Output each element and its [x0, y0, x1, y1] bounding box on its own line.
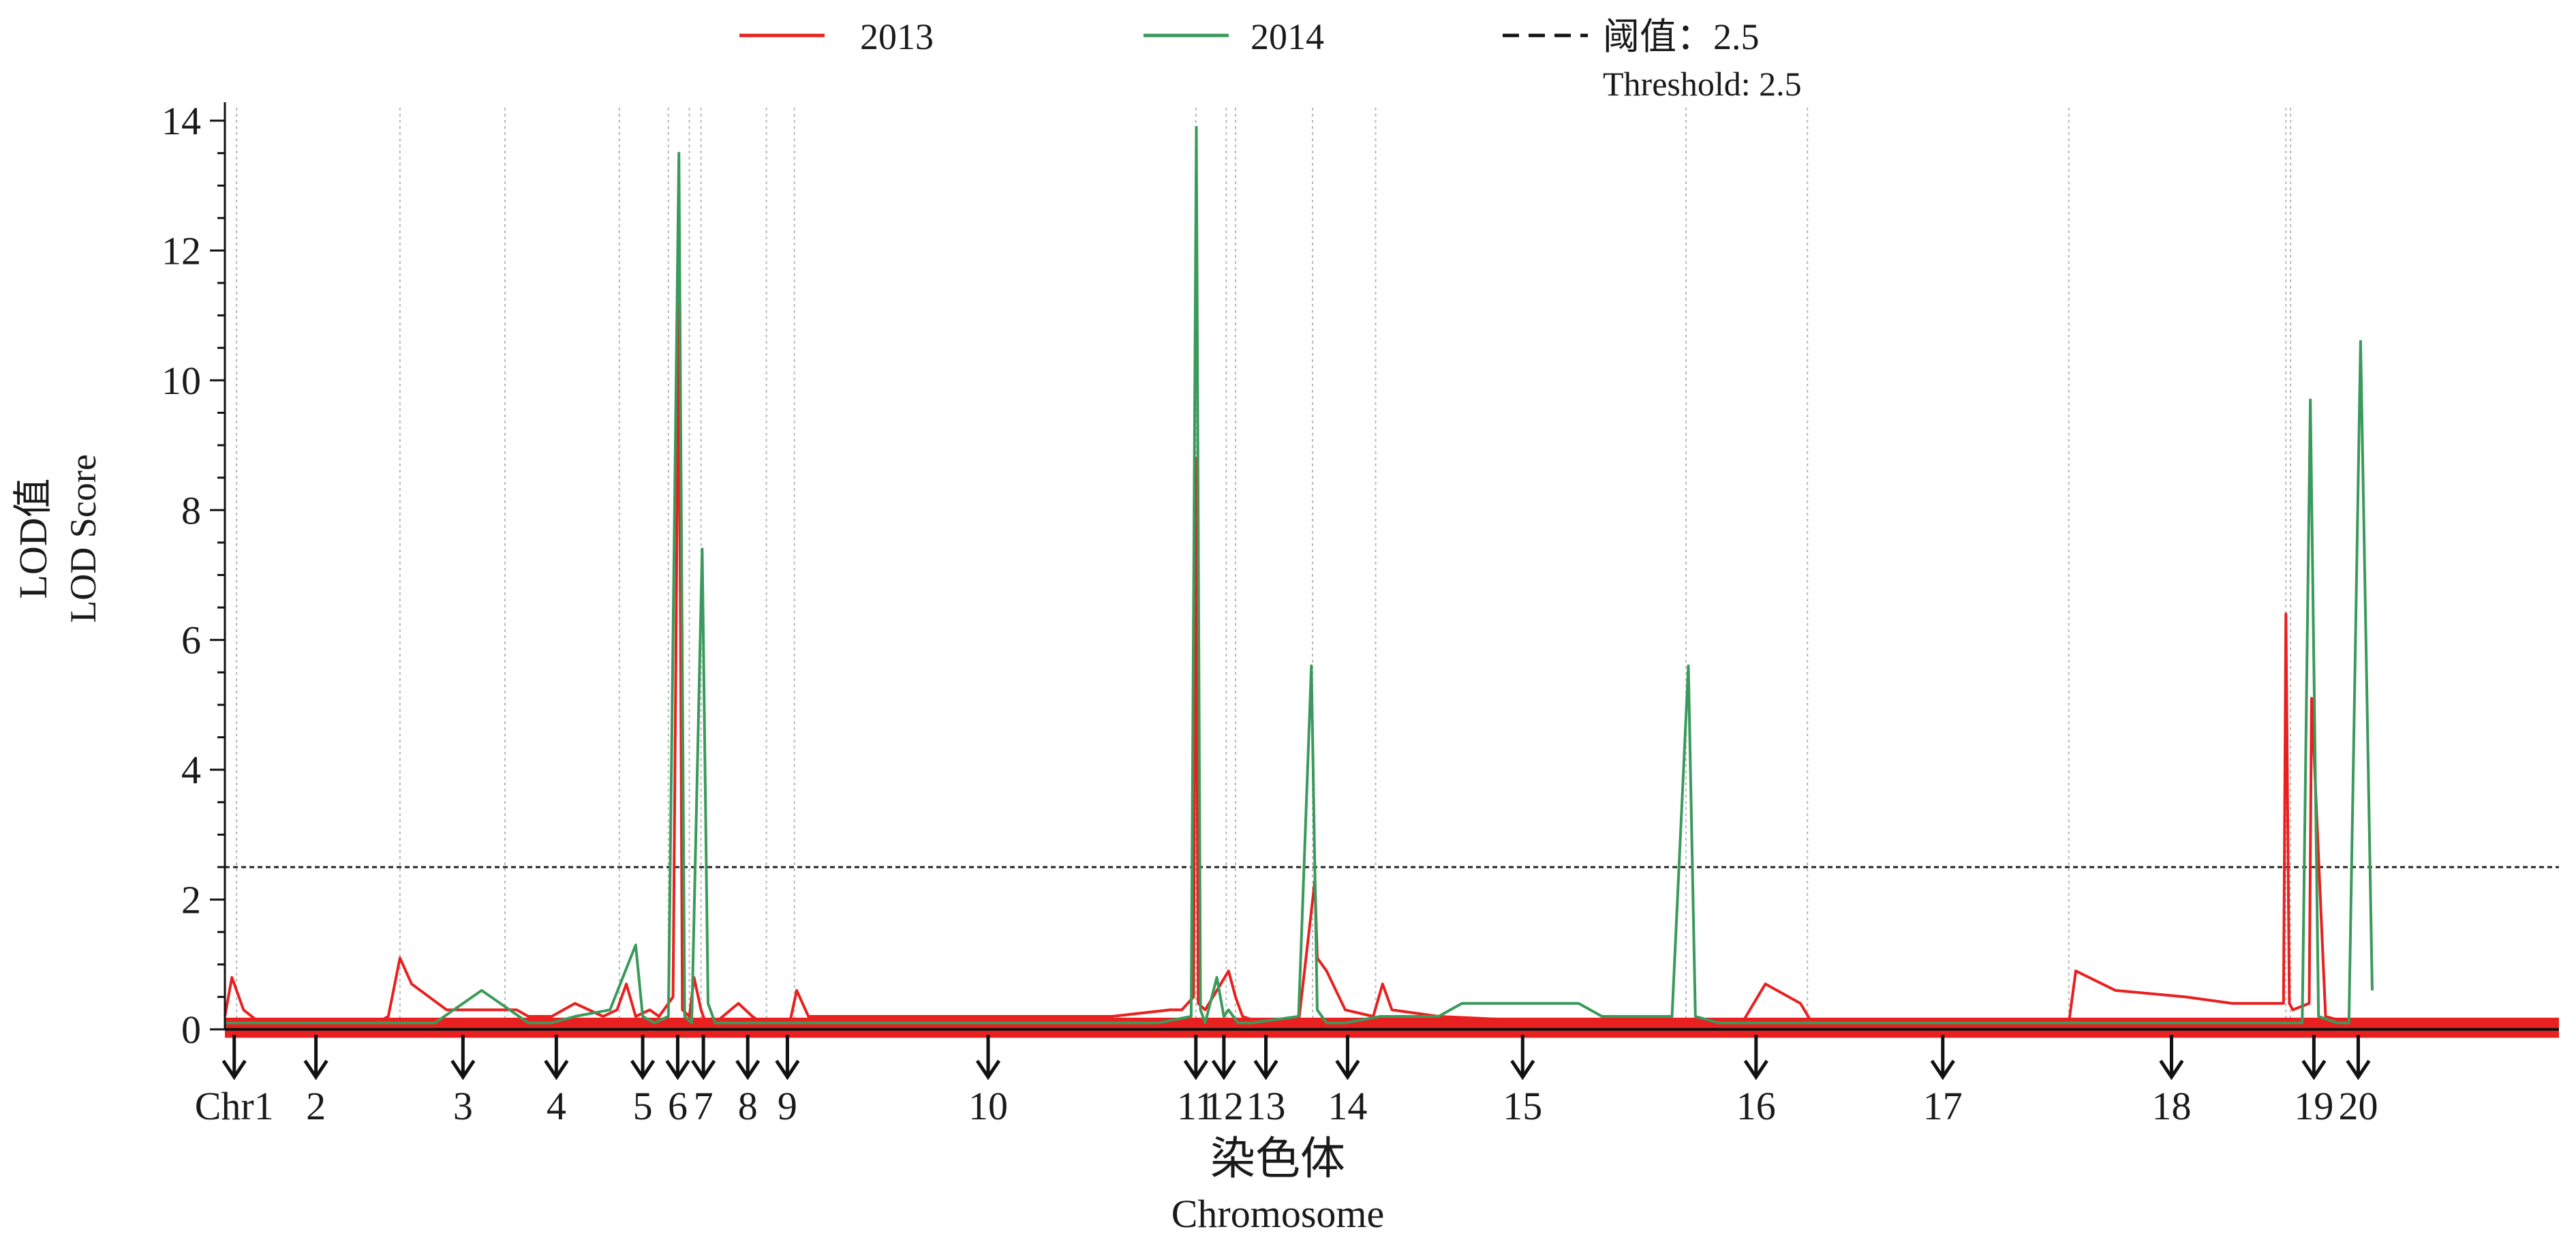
- chromosome-label-10: 10: [968, 1084, 1008, 1128]
- chromosome-label-15: 15: [1503, 1084, 1542, 1128]
- y-tick-label: 14: [162, 99, 201, 143]
- chromosome-label-3: 3: [453, 1084, 473, 1128]
- legend-label-threshold-en: Threshold: 2.5: [1603, 65, 1802, 103]
- chromosome-arrow-head-4: [544, 1059, 569, 1080]
- series-line-2014: [225, 125, 2374, 1025]
- chromosome-arrow-head-3: [450, 1059, 476, 1080]
- chromosome-label-19: 19: [2294, 1084, 2333, 1128]
- chromosome-arrow-head-5: [630, 1059, 656, 1080]
- chromosome-label-16: 16: [1736, 1084, 1776, 1128]
- y-axis-title: LOD值 LOD Score: [11, 454, 104, 622]
- y-tick-label: 10: [162, 359, 201, 403]
- y-axis-title-zh: LOD值: [11, 478, 55, 599]
- legend-label-2013: 2013: [860, 16, 934, 57]
- chromosome-label-12: 12: [1204, 1084, 1244, 1128]
- x-axis-title-en: Chromosome: [1171, 1192, 1385, 1236]
- y-tick-label: 8: [181, 488, 201, 532]
- legend-label-threshold: 阈值：2.5: [1603, 16, 1760, 57]
- baseline-band-2013: [225, 1017, 2559, 1038]
- chromosome-label-2: 2: [306, 1084, 326, 1128]
- chromosome-arrow-head-17: [1930, 1059, 1955, 1080]
- chromosome-label-4: 4: [547, 1084, 566, 1128]
- chromosome-label-8: 8: [738, 1084, 758, 1128]
- chromosome-arrow-head-9: [775, 1059, 800, 1080]
- chromosome-label-20: 20: [2338, 1084, 2378, 1128]
- chromosome-arrow-head-8: [735, 1059, 761, 1080]
- chromosome-label-5: 5: [633, 1084, 653, 1128]
- chromosome-arrow-head-20: [2346, 1059, 2371, 1080]
- chromosome-label-13: 13: [1246, 1084, 1286, 1128]
- chromosome-arrow-head-15: [1510, 1059, 1535, 1080]
- y-tick-label: 12: [162, 228, 201, 273]
- chromosome-arrow-head-10: [975, 1059, 1001, 1080]
- chromosome-arrow-head-13: [1253, 1059, 1278, 1080]
- chromosome-arrow-head-2: [303, 1059, 328, 1080]
- y-tick-label: 0: [181, 1008, 201, 1052]
- chromosome-arrow-head-12: [1211, 1059, 1236, 1080]
- chromosome-arrow-head-6: [665, 1059, 690, 1080]
- legend: 2013 2014 阈值：2.5 Threshold: 2.5: [739, 16, 1802, 103]
- chromosome-label-11: 11: [1177, 1084, 1215, 1128]
- chromosome-label-17: 17: [1923, 1084, 1963, 1128]
- chromosome-arrow-head-14: [1335, 1059, 1360, 1080]
- y-tick-label: 6: [181, 618, 201, 663]
- x-axis-title-zh: 染色体: [1210, 1134, 1345, 1184]
- chromosome-label-6: 6: [668, 1084, 688, 1128]
- y-tick-label: 4: [181, 748, 201, 792]
- chromosome-arrow-head-Chr1: [221, 1059, 247, 1080]
- chromosome-label-18: 18: [2151, 1084, 2191, 1128]
- chromosome-label-7: 7: [694, 1084, 714, 1128]
- chromosome-label-Chr1: Chr1: [195, 1084, 274, 1128]
- chromosome-arrow-head-16: [1743, 1059, 1768, 1080]
- y-tick-label: 2: [181, 878, 201, 922]
- chromosome-arrow-head-11: [1183, 1059, 1208, 1080]
- legend-label-2014: 2014: [1251, 16, 1324, 57]
- y-axis-title-en: LOD Score: [63, 454, 104, 622]
- chromosome-arrow-head-7: [691, 1059, 716, 1080]
- chromosome-arrow-head-19: [2301, 1059, 2327, 1080]
- series-line-2013: [224, 301, 2372, 1025]
- chromosome-label-9: 9: [778, 1084, 797, 1128]
- chromosome-label-14: 14: [1328, 1084, 1367, 1128]
- chromosome-arrow-head-18: [2159, 1059, 2184, 1080]
- x-axis-title: 染色体 Chromosome: [1171, 1134, 1385, 1236]
